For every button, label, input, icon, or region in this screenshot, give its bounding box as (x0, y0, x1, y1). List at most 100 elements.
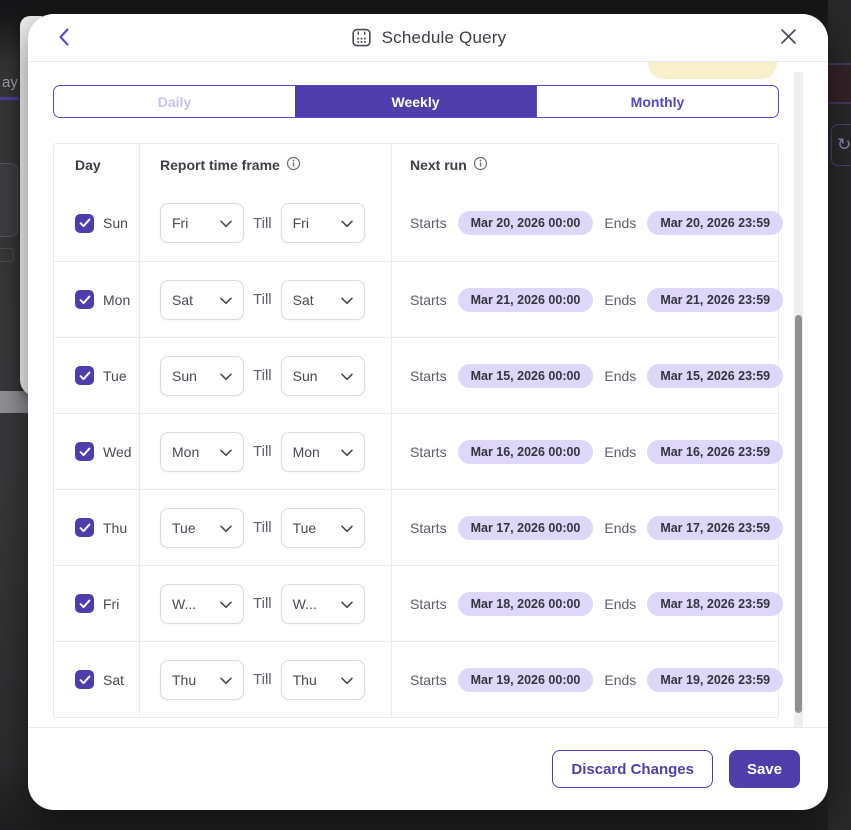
timeframe-till-select[interactable]: Thu (280, 659, 365, 700)
timeframe-till-select[interactable]: Sun (280, 355, 365, 396)
info-icon[interactable] (473, 156, 488, 174)
discard-changes-button[interactable]: Discard Changes (552, 750, 713, 788)
starts-label: Starts (410, 367, 447, 384)
timeframe-till-select[interactable]: Tue (280, 507, 365, 548)
chevron-down-icon (340, 292, 353, 308)
timeframe-cell: Fri Till Fri (140, 185, 392, 261)
till-label: Till (253, 214, 272, 232)
day-checkbox[interactable] (75, 518, 94, 537)
column-header-timeframe: Report time frame (140, 144, 392, 185)
till-label: Till (253, 595, 272, 612)
table-row: Wed Mon Till Mon Starts Mar 16, 2026 00:… (54, 413, 784, 489)
chevron-down-icon (340, 672, 353, 688)
chevron-down-icon (220, 520, 232, 536)
day-label: Wed (103, 443, 132, 460)
day-cell: Sun (54, 185, 140, 261)
day-checkbox[interactable] (75, 594, 94, 613)
chevron-down-icon (340, 368, 353, 384)
day-checkbox[interactable] (75, 366, 94, 385)
day-cell: Fri (54, 566, 140, 641)
timeframe-till-select[interactable]: Sat (280, 279, 365, 320)
scrolled-highlight-pill (648, 62, 777, 79)
next-run-cell: Starts Mar 16, 2026 00:00 Ends Mar 16, 2… (392, 414, 784, 489)
starts-label: Starts (410, 519, 447, 536)
timeframe-from-select[interactable]: Sat (160, 279, 244, 320)
timeframe-till-select[interactable]: W... (280, 583, 365, 624)
timeframe-from-select[interactable]: Thu (160, 659, 244, 700)
day-label: Thu (103, 519, 128, 536)
save-button[interactable]: Save (728, 750, 800, 788)
ends-badge: Mar 19, 2026 23:59 (647, 667, 784, 692)
starts-label: Starts (410, 215, 447, 231)
back-button[interactable] (54, 27, 78, 51)
starts-badge: Mar 21, 2026 00:00 (457, 287, 594, 312)
timeframe-from-select[interactable]: Sun (160, 355, 244, 396)
timeframe-from-select[interactable]: Mon (160, 431, 244, 472)
table-row: Sat Thu Till Thu Starts Mar 19, 2026 00:… (54, 641, 784, 717)
day-checkbox[interactable] (75, 213, 94, 233)
tab-monthly[interactable]: Monthly (536, 86, 778, 117)
ends-badge: Mar 20, 2026 23:59 (647, 211, 784, 235)
close-button[interactable] (780, 29, 800, 49)
next-run-cell: Starts Mar 19, 2026 00:00 Ends Mar 19, 2… (392, 642, 784, 717)
ends-badge: Mar 15, 2026 23:59 (647, 363, 784, 388)
next-run-cell: Starts Mar 21, 2026 00:00 Ends Mar 21, 2… (392, 262, 784, 337)
next-run-cell: Starts Mar 15, 2026 00:00 Ends Mar 15, 2… (392, 338, 784, 413)
info-icon[interactable] (286, 156, 301, 174)
starts-badge: Mar 18, 2026 00:00 (457, 591, 594, 616)
backdrop-partial-card (0, 163, 18, 237)
day-checkbox[interactable] (75, 670, 94, 689)
starts-badge: Mar 19, 2026 00:00 (457, 667, 594, 692)
ends-badge: Mar 17, 2026 23:59 (647, 515, 784, 540)
schedule-query-modal: Schedule Query Daily Weekly Monthly Day … (28, 14, 828, 810)
modal-scrollbar-thumb[interactable] (795, 315, 802, 713)
chevron-down-icon (220, 596, 232, 612)
chevron-down-icon (220, 444, 232, 460)
chevron-down-icon (340, 215, 353, 231)
ends-badge: Mar 18, 2026 23:59 (647, 591, 784, 616)
footer-divider (28, 727, 828, 728)
timeframe-till-select[interactable]: Mon (280, 431, 365, 472)
day-checkbox[interactable] (75, 442, 94, 461)
schedule-table: Day Report time frame Next run Sun (53, 143, 784, 718)
table-row: Thu Tue Till Tue Starts Mar 17, 2026 00:… (54, 489, 784, 565)
chevron-down-icon (340, 444, 353, 460)
starts-badge: Mar 15, 2026 00:00 (457, 363, 594, 388)
footer-buttons: Discard Changes Save (552, 750, 800, 788)
timeframe-from-select[interactable]: Tue (160, 507, 244, 548)
timeframe-cell: W... Till W... (140, 566, 392, 641)
column-header-next-run: Next run (392, 144, 778, 185)
starts-label: Starts (410, 291, 447, 308)
day-checkbox[interactable] (75, 290, 94, 309)
timeframe-till-select[interactable]: Fri (280, 203, 365, 243)
close-x-icon (780, 28, 797, 50)
tab-daily[interactable]: Daily (157, 93, 192, 110)
day-label: Sun (103, 215, 128, 231)
starts-label: Starts (410, 671, 447, 688)
timeframe-from-select[interactable]: W... (160, 583, 244, 624)
ends-label: Ends (604, 367, 637, 384)
timeframe-from-select[interactable]: Fri (160, 203, 244, 243)
tab-weekly[interactable]: Weekly (295, 86, 536, 117)
chevron-down-icon (340, 596, 353, 612)
till-label: Till (253, 291, 272, 308)
modal-title: Schedule Query (381, 27, 507, 47)
backdrop-partial-block (0, 391, 28, 413)
ends-label: Ends (604, 443, 637, 460)
chevron-down-icon (220, 292, 232, 308)
timeframe-cell: Tue Till Tue (140, 490, 392, 565)
starts-badge: Mar 17, 2026 00:00 (457, 515, 594, 540)
ends-badge: Mar 21, 2026 23:59 (647, 287, 784, 312)
day-cell: Sat (54, 642, 140, 717)
backdrop-tab-underline (0, 97, 19, 100)
table-row: Mon Sat Till Sat Starts Mar 21, 2026 00:… (54, 261, 784, 337)
timeframe-cell: Sun Till Sun (140, 338, 392, 413)
till-label: Till (253, 519, 272, 536)
till-label: Till (253, 671, 272, 688)
day-label: Fri (103, 595, 120, 612)
day-cell: Wed (54, 414, 140, 489)
chevron-down-icon (220, 672, 232, 688)
table-row: Tue Sun Till Sun Starts Mar 15, 2026 00:… (54, 337, 784, 413)
day-label: Tue (103, 367, 127, 384)
chevron-down-icon (340, 520, 353, 536)
